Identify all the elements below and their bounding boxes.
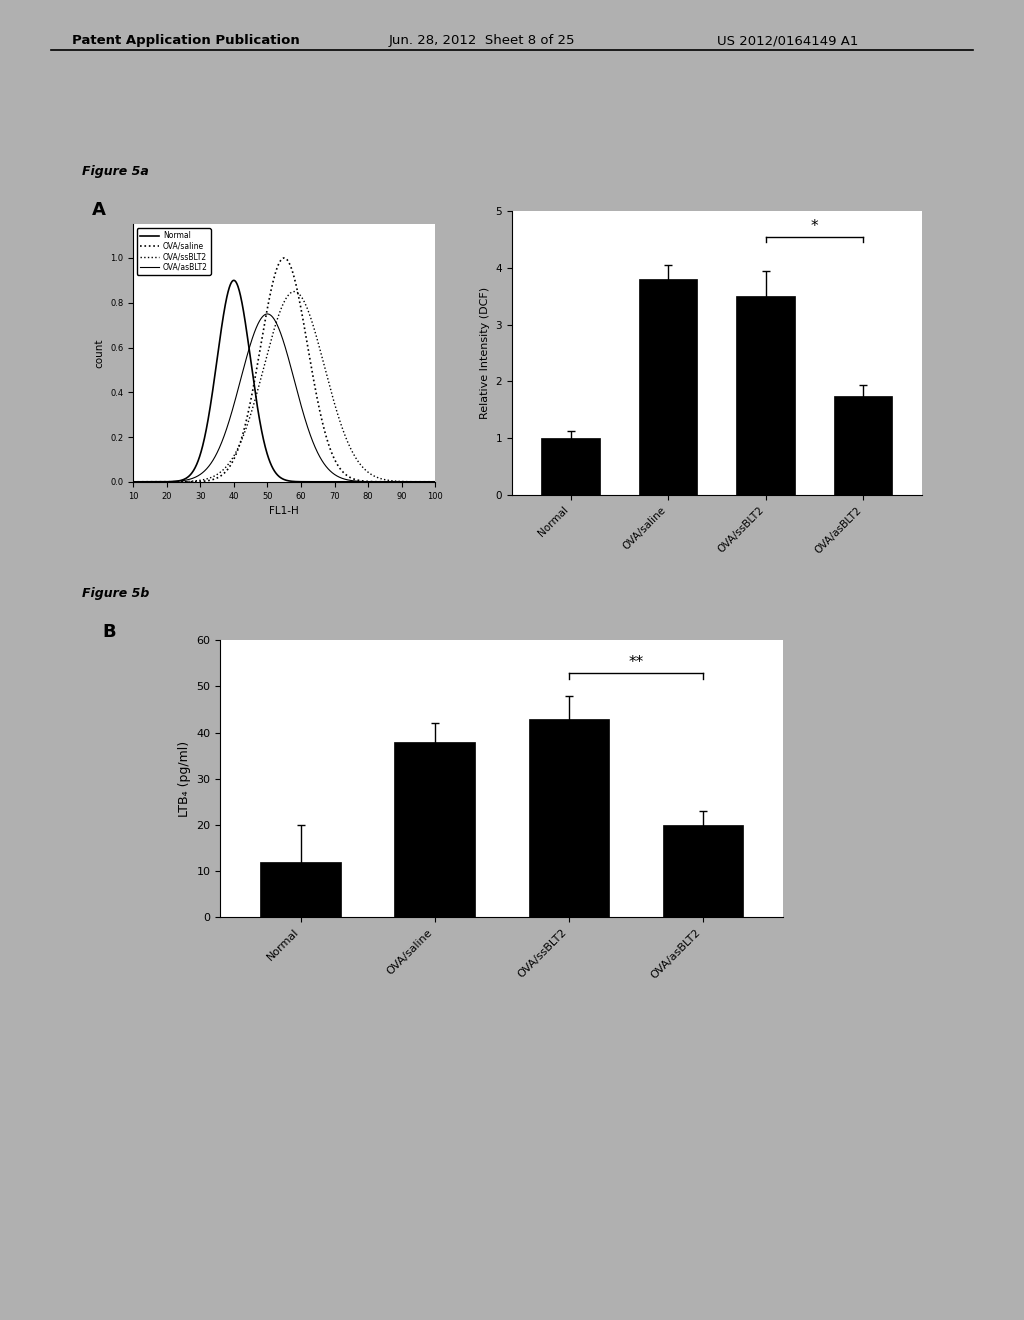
Bar bbox=[394, 742, 475, 917]
Line: Normal: Normal bbox=[133, 280, 435, 482]
Normal bbox=[227, 272, 240, 288]
Normal bbox=[250, 387, 262, 403]
OVA/saline bbox=[249, 368, 261, 384]
OVA/saline bbox=[127, 474, 139, 490]
Normal bbox=[127, 474, 139, 490]
OVA/asBLT2 bbox=[261, 306, 273, 322]
OVA/saline bbox=[429, 474, 441, 490]
OVA/asBLT2 bbox=[335, 470, 347, 486]
Text: Figure 5a: Figure 5a bbox=[82, 165, 148, 178]
X-axis label: FL1-H: FL1-H bbox=[269, 506, 299, 516]
OVA/saline bbox=[369, 474, 381, 490]
OVA/ssBLT2 bbox=[288, 284, 300, 300]
OVA/ssBLT2 bbox=[260, 350, 272, 366]
Line: OVA/asBLT2: OVA/asBLT2 bbox=[133, 314, 435, 482]
OVA/asBLT2 bbox=[362, 474, 375, 490]
Bar bbox=[542, 438, 600, 495]
OVA/asBLT2 bbox=[369, 474, 381, 490]
Text: **: ** bbox=[629, 655, 643, 671]
OVA/ssBLT2 bbox=[249, 391, 261, 407]
OVA/ssBLT2 bbox=[158, 474, 170, 490]
OVA/asBLT2 bbox=[158, 474, 170, 490]
Normal bbox=[260, 444, 272, 459]
OVA/saline bbox=[279, 249, 291, 265]
Text: Patent Application Publication: Patent Application Publication bbox=[72, 34, 299, 48]
Bar bbox=[736, 297, 795, 495]
OVA/saline bbox=[260, 308, 272, 323]
Bar bbox=[834, 396, 892, 495]
Text: US 2012/0164149 A1: US 2012/0164149 A1 bbox=[717, 34, 858, 48]
OVA/asBLT2 bbox=[249, 322, 261, 338]
Bar bbox=[639, 280, 697, 495]
Bar bbox=[528, 718, 609, 917]
Normal bbox=[429, 474, 441, 490]
OVA/saline bbox=[335, 462, 347, 478]
Y-axis label: Relative Intensity (DCF): Relative Intensity (DCF) bbox=[480, 286, 490, 420]
Text: B: B bbox=[102, 623, 116, 642]
OVA/ssBLT2 bbox=[369, 469, 381, 484]
Line: OVA/saline: OVA/saline bbox=[133, 257, 435, 482]
Normal bbox=[158, 474, 170, 490]
Text: A: A bbox=[92, 201, 106, 219]
Bar bbox=[663, 825, 743, 917]
OVA/ssBLT2 bbox=[335, 416, 347, 432]
OVA/ssBLT2 bbox=[429, 474, 441, 490]
OVA/ssBLT2 bbox=[127, 474, 139, 490]
Text: Figure 5b: Figure 5b bbox=[82, 587, 150, 601]
Bar bbox=[260, 862, 341, 917]
OVA/saline bbox=[362, 474, 375, 490]
OVA/asBLT2 bbox=[127, 474, 139, 490]
Normal bbox=[362, 474, 375, 490]
Line: OVA/ssBLT2: OVA/ssBLT2 bbox=[133, 292, 435, 482]
OVA/saline bbox=[158, 474, 170, 490]
Text: *: * bbox=[811, 219, 818, 234]
OVA/asBLT2 bbox=[429, 474, 441, 490]
Y-axis label: LTB₄ (pg/ml): LTB₄ (pg/ml) bbox=[178, 741, 190, 817]
Normal bbox=[369, 474, 381, 490]
Legend: Normal, OVA/saline, OVA/ssBLT2, OVA/asBLT2: Normal, OVA/saline, OVA/ssBLT2, OVA/asBL… bbox=[137, 228, 211, 275]
Y-axis label: count: count bbox=[94, 338, 104, 368]
Text: Jun. 28, 2012  Sheet 8 of 25: Jun. 28, 2012 Sheet 8 of 25 bbox=[389, 34, 575, 48]
OVA/asBLT2 bbox=[260, 306, 272, 322]
Normal bbox=[335, 474, 347, 490]
OVA/ssBLT2 bbox=[362, 465, 375, 480]
